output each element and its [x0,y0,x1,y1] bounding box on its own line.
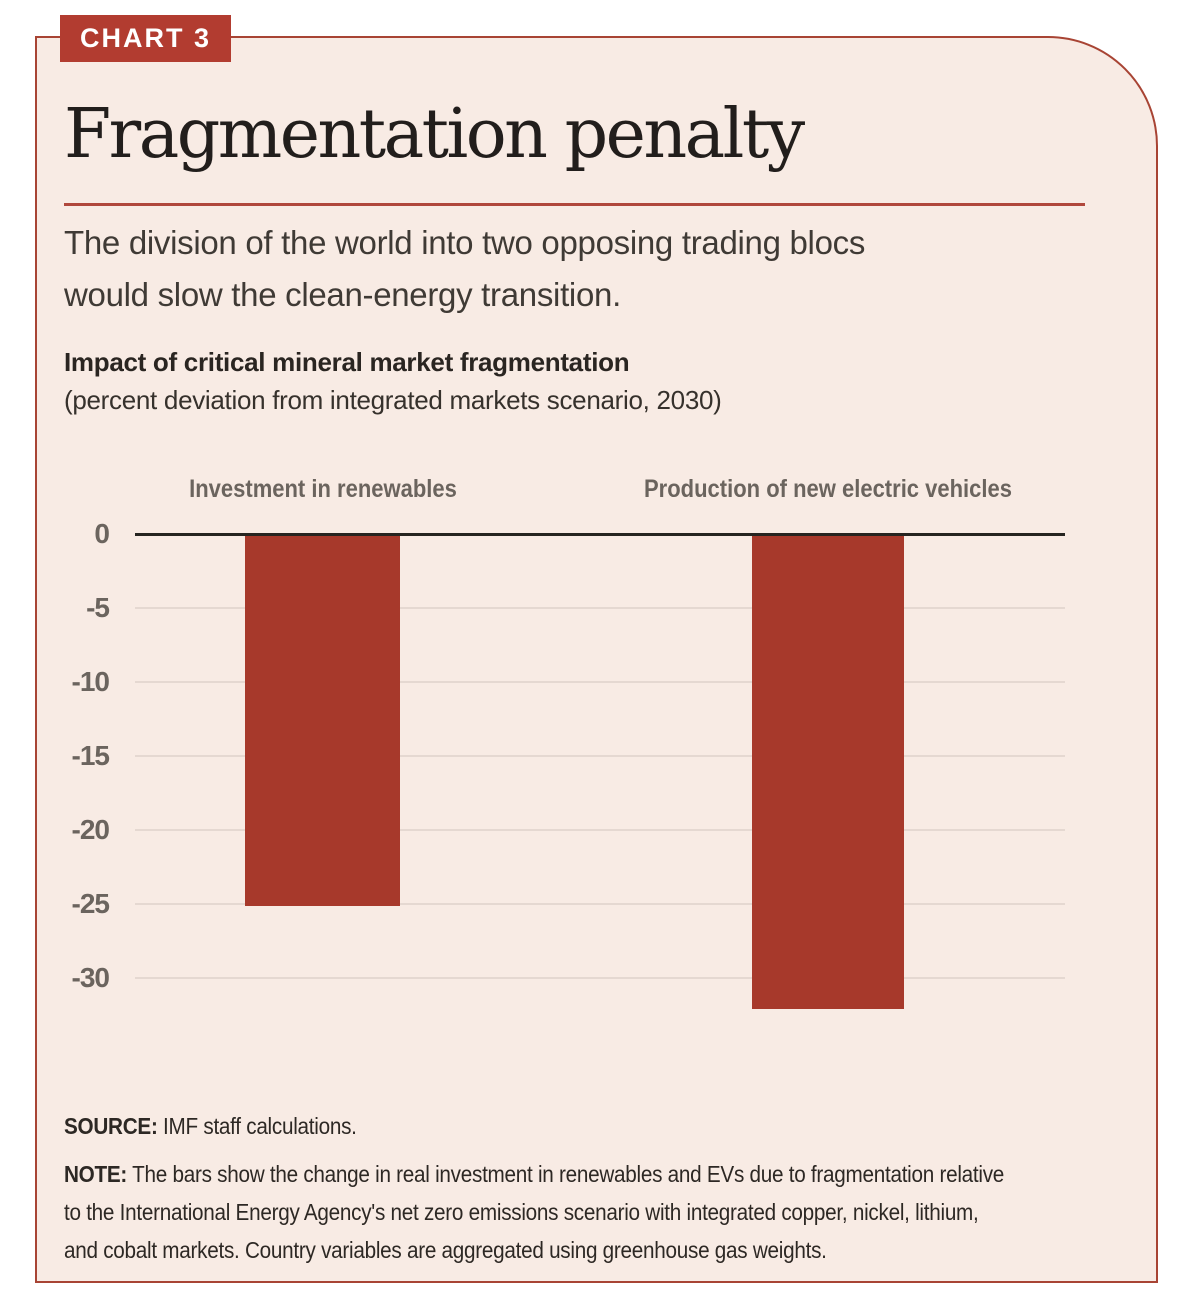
y-tick-label: -10 [71,666,110,697]
gridline [135,607,1065,609]
chart-heading: Impact of critical mineral market fragme… [64,347,630,377]
chart-unit-note: (percent deviation from integrated marke… [64,385,722,415]
y-tick-label: -15 [71,740,110,771]
category-label: Investment in renewables [188,475,457,503]
y-tick-label: -20 [71,814,110,845]
note-block: NOTE: The bars show the change in real i… [64,1155,1004,1269]
subtitle-line: would slow the clean-energy transition. [64,276,621,313]
chart-card: Fragmentation penalty The division of th… [35,36,1158,1283]
gridline [135,681,1065,683]
source-text: IMF staff calculations. [163,1113,357,1139]
chart-number-badge: CHART 3 [60,15,232,62]
y-tick-label: -30 [71,962,110,993]
zero-axis-line [135,532,1065,536]
gridline [135,903,1065,905]
note-line: and cobalt markets. Country variables ar… [64,1237,827,1263]
note-line: to the International Energy Agency's net… [64,1199,979,1225]
bar-investment-renewables [245,535,400,906]
gridline [135,977,1065,979]
chart-subtitle: The division of the world into two oppos… [64,217,865,321]
source-label: SOURCE: [64,1113,158,1139]
subtitle-line: The division of the world into two oppos… [64,224,866,261]
note-text: The bars show the change in real investm… [132,1161,1005,1187]
gridline [135,829,1065,831]
bar-chart: 0 -5 -10 -15 -20 -25 -30 Investment in renewabl… [37,38,1156,1281]
page-title: Fragmentation penalty [64,95,805,174]
note-label: NOTE: [64,1161,128,1187]
category-label: Production of new electric vehicles [643,475,1013,503]
source-line: SOURCE: IMF staff calculations. [64,1113,357,1140]
bar-ev-production [752,535,904,1010]
y-tick-label: -25 [71,888,110,919]
y-tick-label: -5 [86,592,110,623]
y-tick-label: 0 [94,518,110,549]
gridline [135,755,1065,757]
note-line: NOTE: The bars show the change in real i… [64,1155,1004,1193]
title-divider-rule [64,203,1085,206]
